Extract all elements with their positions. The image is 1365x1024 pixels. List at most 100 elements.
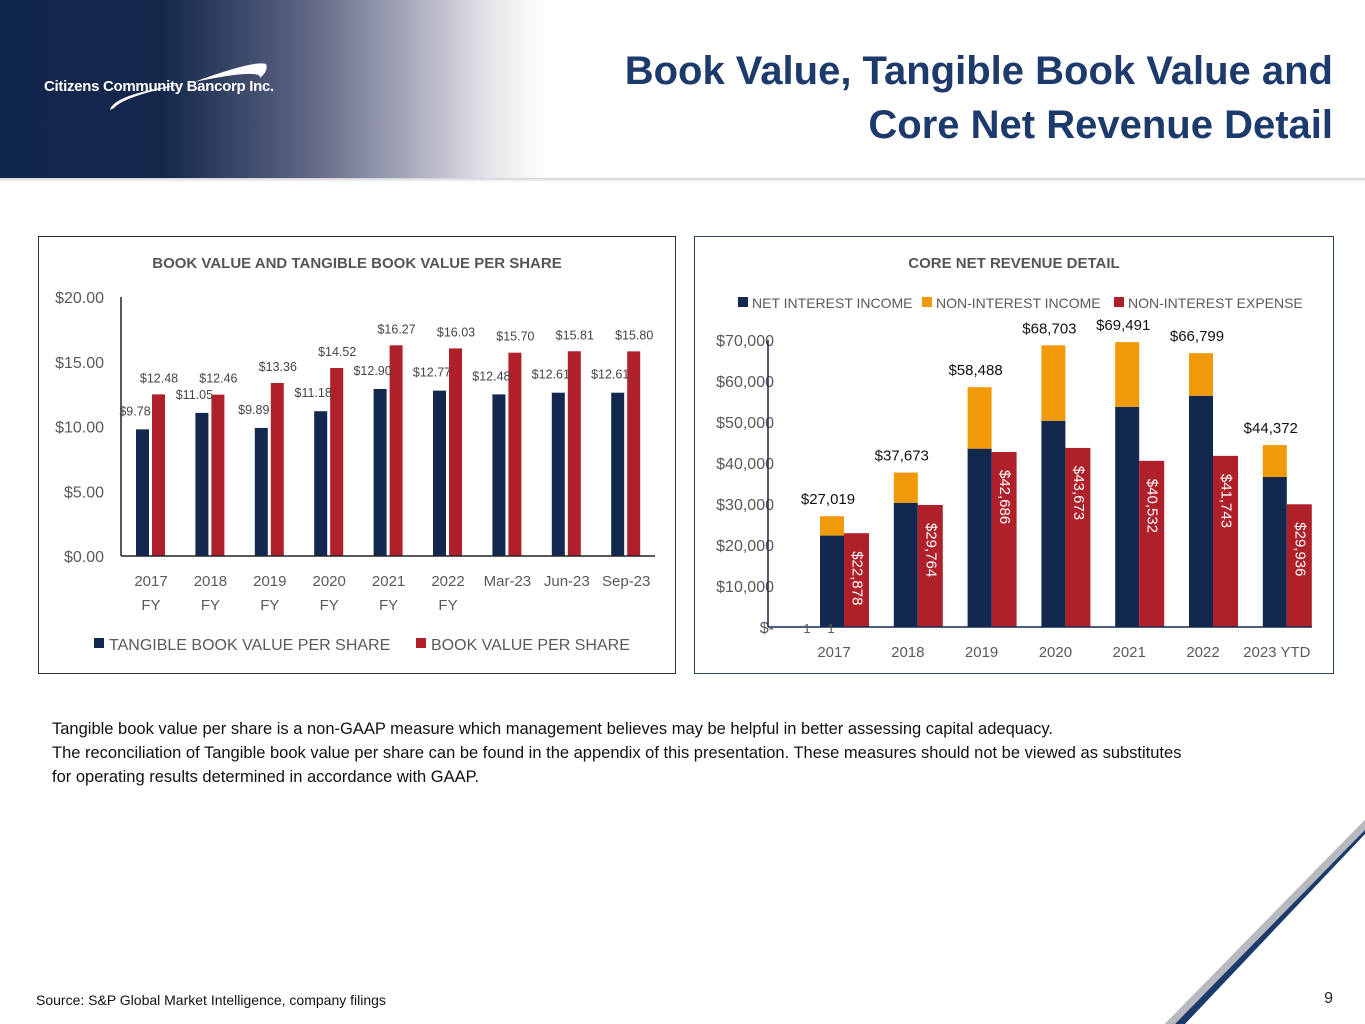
y-tick-label: $20,000	[716, 538, 774, 555]
note-line: Tangible book value per share is a non-G…	[52, 720, 1053, 738]
non-interest-income-bar	[893, 472, 918, 503]
x-tick-label: FY	[379, 597, 398, 614]
tangible-value-label: $11.18	[295, 386, 332, 400]
y-tick-label: $15.00	[55, 355, 104, 372]
x-tick-label: FY	[438, 597, 457, 614]
logo-text: Citizens Community Bancorp Inc.	[44, 78, 274, 95]
tangible-bar	[254, 427, 268, 556]
y-tick-label: $20.00	[55, 290, 104, 307]
tangible-value-label: $12.61	[591, 368, 629, 382]
expense-value-label: $43,673	[1070, 466, 1087, 520]
total-revenue-label: $68,703	[1022, 320, 1076, 337]
book-value-label: $12.48	[140, 371, 178, 385]
net-interest-income-bar	[1189, 395, 1213, 627]
expense-value-label: $40,532	[1144, 479, 1161, 533]
x-tick-label: 2018	[194, 573, 227, 590]
title-line-2: Core Net Revenue Detail	[868, 103, 1333, 147]
book-value-bar	[330, 367, 344, 556]
x-tick-label: 2023 YTD	[1243, 644, 1310, 661]
legend-swatch	[738, 297, 748, 307]
book-value-label: $12.46	[199, 372, 237, 386]
non-interest-expense-bar	[991, 451, 1017, 627]
legend-swatch	[94, 638, 104, 648]
x-tick-label: FY	[141, 597, 160, 614]
x-tick-label: Jun-23	[544, 573, 590, 590]
corner-decoration	[1165, 820, 1365, 1024]
chart-title: BOOK VALUE AND TANGIBLE BOOK VALUE PER S…	[152, 255, 562, 272]
tangible-bar	[373, 388, 387, 556]
tangible-bar	[433, 390, 446, 556]
non-interest-expense-bar	[1213, 455, 1238, 627]
total-revenue-label: $58,488	[948, 362, 1002, 379]
tangible-bar	[611, 392, 625, 556]
x-tick-label: 2020	[1039, 644, 1072, 661]
tangible-value-label: $12.77	[413, 366, 451, 380]
book-value-label: $14.52	[318, 345, 356, 359]
x-tick-label: 2017	[134, 573, 167, 590]
net-interest-income-bar	[1115, 406, 1140, 627]
logo-swoosh-icon	[110, 63, 267, 110]
x-tick-label: 2018	[891, 644, 924, 661]
page-title: Book Value, Tangible Book Value and Core…	[625, 44, 1333, 152]
tangible-bar	[314, 411, 328, 556]
expense-value-label: $41,743	[1218, 474, 1235, 528]
book-value-bar	[211, 394, 225, 556]
note-line: for operating results determined in acco…	[52, 768, 480, 786]
book-value-bar	[270, 382, 284, 556]
source-note: Source: S&P Global Market Intelligence, …	[36, 992, 386, 1008]
legend-swatch	[922, 297, 932, 307]
non-interest-income-bar	[820, 516, 844, 536]
tangible-value-label: $11.05	[176, 388, 213, 402]
tangible-bar	[492, 394, 506, 556]
expense-value-label: $29,764	[922, 523, 939, 577]
legend-label: NON-INTEREST INCOME	[936, 295, 1101, 311]
tangible-value-label: $12.90	[353, 364, 391, 378]
x-tick-label: 2017	[817, 644, 850, 661]
net-interest-income-bar	[893, 502, 918, 627]
title-line-1: Book Value, Tangible Book Value and	[624, 49, 1333, 93]
non-gaap-note: Tangible book value per share is a non-G…	[52, 717, 1181, 789]
total-revenue-label: $27,019	[801, 491, 855, 508]
page-number: 9	[1324, 990, 1333, 1007]
non-interest-expense-bar	[844, 533, 869, 627]
y-tick-label: $5.00	[64, 484, 104, 501]
book-value-bar	[627, 351, 641, 556]
x-tick-label: 2022	[431, 573, 464, 590]
total-revenue-label: $37,673	[875, 448, 929, 465]
legend-label: NON-INTEREST EXPENSE	[1128, 295, 1303, 311]
expense-value-label: $42,686	[996, 470, 1013, 524]
book-value-label: $13.36	[259, 360, 297, 374]
total-revenue-label: $44,372	[1244, 420, 1298, 437]
legend-swatch	[416, 638, 426, 648]
book-value-label: $15.70	[496, 330, 534, 344]
header-banner	[0, 0, 1365, 180]
tangible-bar	[195, 412, 209, 556]
x-tick-label: Sep-23	[602, 573, 650, 590]
non-interest-expense-bar	[1286, 504, 1312, 627]
net-interest-income-bar	[1262, 476, 1287, 627]
x-tick-label: 2021	[372, 573, 405, 590]
x-tick-label: 2019	[253, 573, 286, 590]
book-value-bar	[389, 345, 403, 556]
x-tick-label: FY	[320, 597, 339, 614]
legend-swatch	[1114, 297, 1124, 307]
net-interest-income-bar	[967, 448, 992, 627]
x-tick-label: 2020	[313, 573, 346, 590]
tangible-value-label: $9.89	[238, 403, 269, 417]
book-value-label: $16.27	[377, 322, 415, 336]
x-tick-label: Mar-23	[484, 573, 532, 590]
non-interest-expense-bar	[1139, 460, 1165, 627]
book-value-bar	[152, 394, 165, 556]
y-tick-label: $10.00	[55, 420, 104, 437]
expense-value-label: $22,878	[849, 551, 866, 605]
stray-label: 1	[827, 621, 834, 636]
total-revenue-label: $69,491	[1096, 317, 1150, 334]
non-interest-expense-bar	[1065, 447, 1091, 627]
legend-label: BOOK VALUE PER SHARE	[431, 637, 630, 654]
x-tick-label: FY	[260, 597, 279, 614]
non-interest-income-bar	[967, 387, 992, 449]
non-interest-income-bar	[1189, 353, 1213, 396]
y-tick-label: $0.00	[64, 549, 104, 566]
